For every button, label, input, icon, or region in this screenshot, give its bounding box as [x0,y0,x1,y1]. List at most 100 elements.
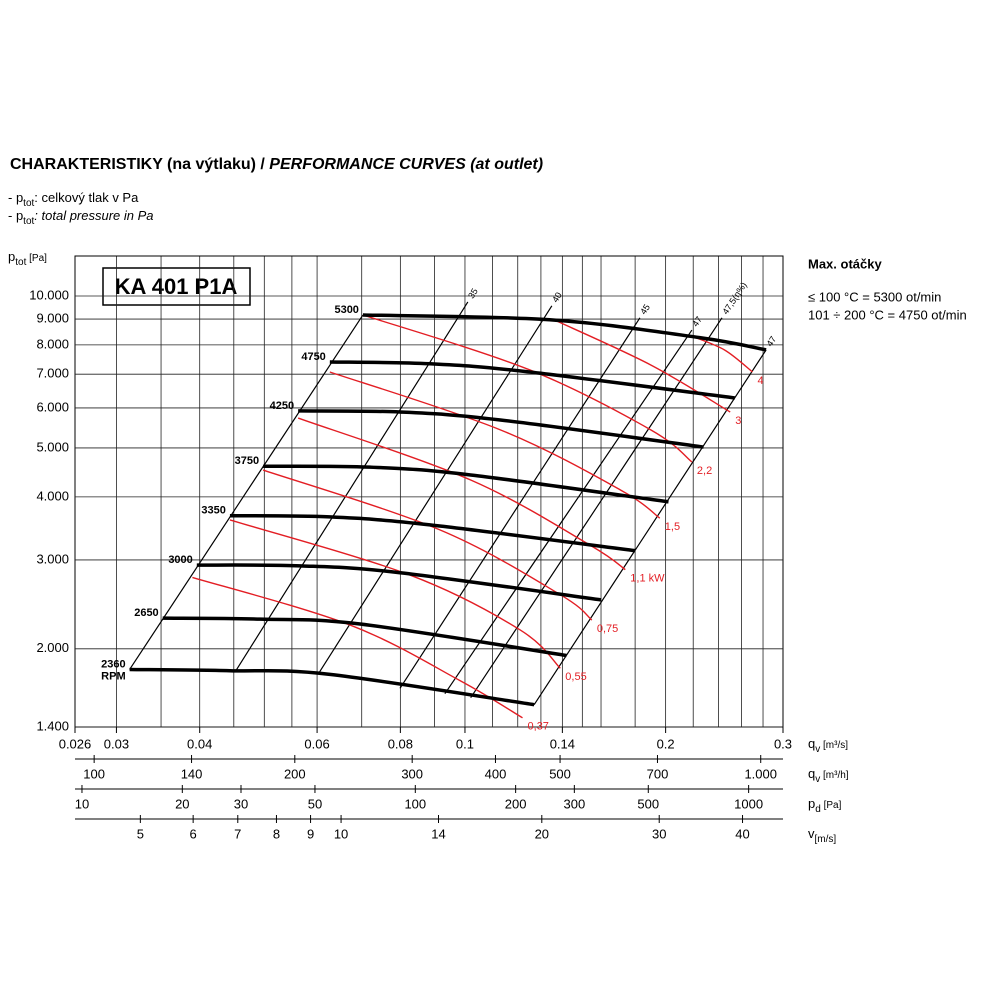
y-tick-label: 2.000 [36,640,69,655]
label-unit: [Pa] [821,800,842,811]
rpm-curve [329,360,736,400]
x-tick-label: 40 [735,826,749,841]
title-italic: PERFORMANCE CURVES (at outlet) [269,156,543,173]
rpm-label: 3750 [235,455,259,467]
x-tick-label: 30 [234,796,248,811]
rpm-curve [298,409,704,449]
note-text: : celkový tlak v Pa [34,190,139,205]
labels: 1.400 2.000 3.000 4.000 5.000 6.000 7.000 8.000… [29,280,849,844]
x-tick-label: 0.14 [550,736,575,751]
axis-label: ptot [Pa] [8,249,47,267]
plot-frame [74,255,784,728]
rpm-curve [229,513,636,553]
note-sub: tot [23,216,34,227]
rpm-curve [162,616,567,658]
x-tick-label: 140 [181,766,203,781]
power-label: 0,37 [528,721,549,733]
power-curve [329,371,661,519]
chart-title: CHARAKTERISTIKY (na výtlaku) / PERFORMAN… [10,156,543,173]
rpm-curve [129,667,535,707]
x-tick-label: 200 [284,766,306,781]
efficiency-line [234,301,469,673]
label-main: p [8,249,15,264]
y-tick-label: 10.000 [29,287,69,302]
rpm-label: 2360 [101,658,125,670]
y-tick-label: 3.000 [36,551,69,566]
power-label: 3 [735,415,741,427]
power-label: 2,2 [697,465,712,477]
power-curve [262,469,593,621]
efficiency-line [444,329,693,694]
x-tick-label: 10 [334,826,348,841]
info-title: Max. otáčky [808,256,882,271]
efficiency-line [470,317,723,699]
x-tick-label: 1.000 [744,766,777,781]
efficiency-label: 40 [550,290,564,304]
label-main: q [808,766,815,781]
label-sub: d [815,804,821,815]
rpm-label: 5300 [334,304,358,316]
x-tick-label: 0.03 [104,736,129,751]
x-tick-label: 14 [431,826,445,841]
x-tick-label: 7 [234,826,241,841]
power-curve [229,519,561,669]
model-box [102,267,251,306]
y-tick-label: 4.000 [36,488,69,503]
label-sub: tot [15,257,26,268]
efficiency-label: 47 [764,334,778,348]
x-tick-label: 0.1 [456,736,474,751]
rpm-curve [362,313,767,352]
x-tick-label: 1000 [734,796,763,811]
x-tick-label: 300 [401,766,423,781]
x-tick-label: 10 [75,796,89,811]
x-tick-label: 6 [190,826,197,841]
y-tick-label: 9.000 [36,311,69,326]
axis-label: qv [m³/h] [808,766,849,784]
axis-label: qv [m³/s] [808,736,848,754]
efficiency-label: 47,5(η%) [720,280,748,316]
title: CHARAKTERISTIKY (na výtlaku) / [10,156,269,173]
x-tick-label: 0.08 [388,736,413,751]
x-tick-label: 200 [505,796,527,811]
label-sub: v [815,774,820,785]
x-tick-label: 0.2 [657,736,675,751]
rpm-label: 2650 [134,607,158,619]
efficiency-label: 45 [638,302,652,316]
power-label: 1,1 kW [630,573,665,585]
grid [74,255,784,823]
info-line: ≤ 100 °C = 5300 ot/min [808,289,941,304]
rpm-unit: RPM [101,670,125,682]
y-tick-label: 6.000 [36,399,69,414]
y-tick-label: 5.000 [36,439,69,454]
note-sub: tot [23,198,34,209]
efficiency-line [533,349,767,706]
power-curve [297,417,626,571]
x-tick-label: 5 [137,826,144,841]
rpm-label: 3000 [168,554,192,566]
label-main: p [808,796,815,811]
model-label: KA 401 P1A [115,274,238,299]
x-tick-label: 0.04 [187,736,212,751]
note-prefix: - p [8,208,23,223]
x-tick-label: 0.026 [59,736,92,751]
x-tick-label: 300 [563,796,585,811]
x-tick-label: 500 [549,766,571,781]
x-tick-label: 0.06 [304,736,329,751]
label-sub: v [815,744,820,755]
x-tick-label: 8 [273,826,280,841]
power-label: 0,75 [597,623,618,635]
info-line: 101 ÷ 200 °C = 4750 ot/min [808,307,967,322]
efficiency-label: 47 [690,315,704,329]
note-prefix: - p [8,190,23,205]
label-unit: [m³/s] [820,740,848,751]
label-sub: [m/s] [815,834,837,845]
y-tick-label: 7.000 [36,366,69,381]
rpm-label: 4750 [301,351,325,363]
rpm-label: 3350 [201,505,225,517]
x-tick-label: 30 [652,826,666,841]
efficiency-line [129,314,364,670]
label-main: v [808,826,815,841]
marks [129,301,767,719]
x-tick-label: 100 [83,766,105,781]
